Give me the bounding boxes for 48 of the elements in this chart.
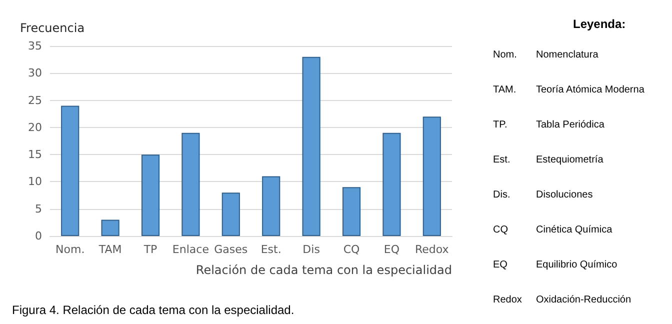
y-tick-label: 30 [28, 66, 42, 80]
y-tick-label: 15 [28, 148, 42, 162]
text: Estequiometría [536, 154, 604, 166]
text: EQ [493, 260, 508, 270]
text: Figura 4. Relación de cada tema con la especialidad. [12, 303, 294, 317]
bar [182, 132, 200, 236]
text: Teoría Atómica Moderna [536, 84, 645, 96]
bar [61, 106, 80, 236]
text: TP. [493, 120, 508, 130]
text: Est. [493, 154, 510, 166]
text: Tabla Periódica [536, 120, 605, 130]
text: TAM. [493, 84, 516, 96]
x-tick-label: TAM [98, 243, 122, 256]
bar [262, 176, 280, 236]
text: Dis. [493, 190, 510, 200]
y-tick-label: 20 [28, 120, 42, 134]
text: Oxidación-Reducción [536, 294, 632, 306]
bar [342, 187, 361, 236]
x-tick-label: TP [142, 243, 158, 256]
text: Nomenclatura [536, 50, 599, 60]
text: CQ [493, 224, 508, 236]
y-tick-label: 10 [28, 175, 42, 188]
x-tick-label: Gases [214, 243, 248, 256]
text: Equilibrio Químico [536, 260, 618, 270]
text: Disoluciones [536, 190, 593, 200]
text: Cinética Química [536, 224, 613, 236]
bar [141, 154, 160, 236]
x-tick-label: Dis [302, 243, 320, 256]
x-tick-label: CQ [343, 243, 360, 256]
text: Redox [493, 294, 522, 306]
text: Leyenda: [573, 17, 626, 31]
y-tick-label: 25 [28, 94, 42, 107]
y-tick-label: 0 [35, 230, 42, 242]
bar [422, 116, 441, 236]
y-axis-title: Frecuencia [20, 21, 85, 35]
x-tick-label: EQ [384, 243, 400, 256]
x-tick-label: Redox [414, 243, 450, 256]
y-tick-label: 35 [28, 40, 42, 52]
x-axis-title: Relación de cada tema con la especialidad [196, 263, 452, 277]
x-tick-label: Enlace [172, 243, 210, 256]
bar [302, 56, 320, 236]
x-tick-label: Est. [260, 243, 282, 256]
bar [382, 132, 401, 236]
bar [101, 220, 120, 236]
y-tick-label: 5 [35, 202, 42, 216]
x-tick-label: Nom. [56, 243, 85, 256]
text: Nom. [493, 50, 517, 60]
bar [222, 192, 240, 236]
